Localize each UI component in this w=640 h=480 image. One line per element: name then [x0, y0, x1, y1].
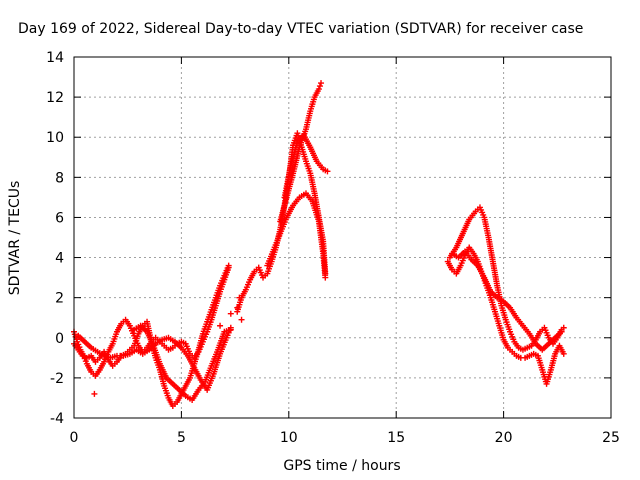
series-track-4: [131, 322, 234, 403]
data-point: [558, 328, 565, 335]
y-tick-label: 10: [46, 130, 64, 146]
y-tick-label: -4: [50, 411, 64, 427]
data-point: [324, 168, 331, 175]
axis-ticks: [73, 56, 612, 419]
plot-frame: [73, 56, 612, 419]
series-track-11: [449, 248, 565, 353]
x-tick-label: 20: [495, 430, 513, 446]
data-point: [217, 322, 224, 329]
y-tick-label: 14: [46, 50, 64, 66]
data-point: [322, 274, 329, 281]
y-tick-label: 8: [55, 170, 64, 186]
series-track-7: [277, 80, 325, 225]
data-point: [236, 294, 243, 301]
y-tick-label: 6: [55, 210, 64, 226]
y-tick-label: 2: [55, 291, 64, 307]
y-tick-label: -2: [50, 371, 64, 387]
x-tick-label: 5: [177, 430, 186, 446]
x-tick-label: 15: [387, 430, 405, 446]
x-tick-label: 0: [70, 430, 79, 446]
x-tick-label: 10: [280, 430, 298, 446]
y-tick-label: 0: [55, 331, 64, 347]
data-series: [71, 80, 567, 409]
y-axis-label: SDTVAR / TECUs: [7, 181, 23, 296]
chart-title: Day 169 of 2022, Sidereal Day-to-day VTE…: [18, 21, 583, 37]
x-axis-label: GPS time / hours: [283, 458, 400, 474]
tick-labels: 0 5 10 15 20 25 -4 -2 0 2 4 6 8 10 12 14: [46, 50, 620, 446]
data-point: [91, 390, 98, 397]
data-point: [315, 86, 322, 93]
data-point: [318, 80, 325, 87]
data-point: [227, 326, 234, 333]
data-point: [225, 262, 232, 269]
series-outliers: [91, 294, 245, 397]
data-point: [560, 324, 567, 331]
y-tick-label: 12: [46, 90, 64, 106]
grid: [74, 57, 611, 418]
data-point: [234, 304, 241, 311]
x-tick-label: 25: [602, 430, 620, 446]
series-track-1: [71, 264, 232, 379]
data-point: [238, 316, 245, 323]
series-track-10: [446, 204, 567, 353]
series-track-8: [281, 132, 331, 201]
y-tick-label: 4: [55, 251, 64, 267]
data-point: [560, 350, 567, 357]
series-track-3: [75, 324, 234, 393]
data-point: [316, 83, 323, 90]
series-track-6: [264, 190, 329, 281]
data-point: [227, 310, 234, 317]
